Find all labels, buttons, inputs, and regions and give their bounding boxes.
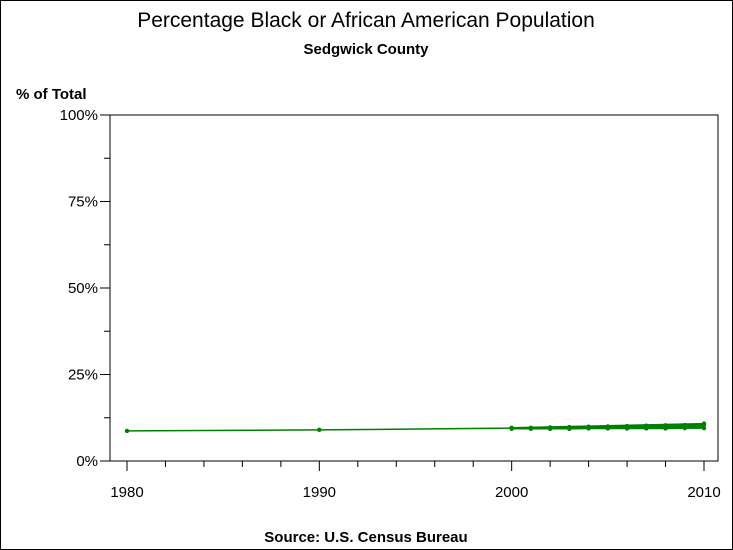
y-tick-label: 100% bbox=[60, 107, 98, 124]
data-point bbox=[124, 428, 130, 434]
x-axis: 1980 1990 2000 2010 bbox=[110, 461, 721, 501]
y-tick-label: 25% bbox=[68, 367, 98, 384]
chart-subtitle: Sedgwick County bbox=[303, 41, 429, 58]
x-tick-label: 1990 bbox=[303, 484, 336, 501]
y-tick-label: 75% bbox=[68, 194, 98, 211]
data-point bbox=[317, 427, 322, 433]
source-note: Source: U.S. Census Bureau bbox=[264, 529, 467, 546]
series-band bbox=[511, 424, 705, 430]
y-tick-label: 50% bbox=[68, 280, 98, 297]
series-layer bbox=[124, 421, 707, 434]
x-tick-label: 2010 bbox=[687, 484, 720, 501]
plot-area bbox=[109, 114, 719, 462]
y-axis-label: % of Total bbox=[16, 86, 87, 103]
x-tick-label: 1980 bbox=[110, 484, 143, 501]
chart-title: Percentage Black or African American Pop… bbox=[137, 9, 595, 32]
x-tick-label: 2000 bbox=[495, 484, 528, 501]
y-tick-label: 0% bbox=[76, 453, 98, 470]
y-axis: 0% 25% 50% 75% 100% bbox=[60, 107, 110, 470]
